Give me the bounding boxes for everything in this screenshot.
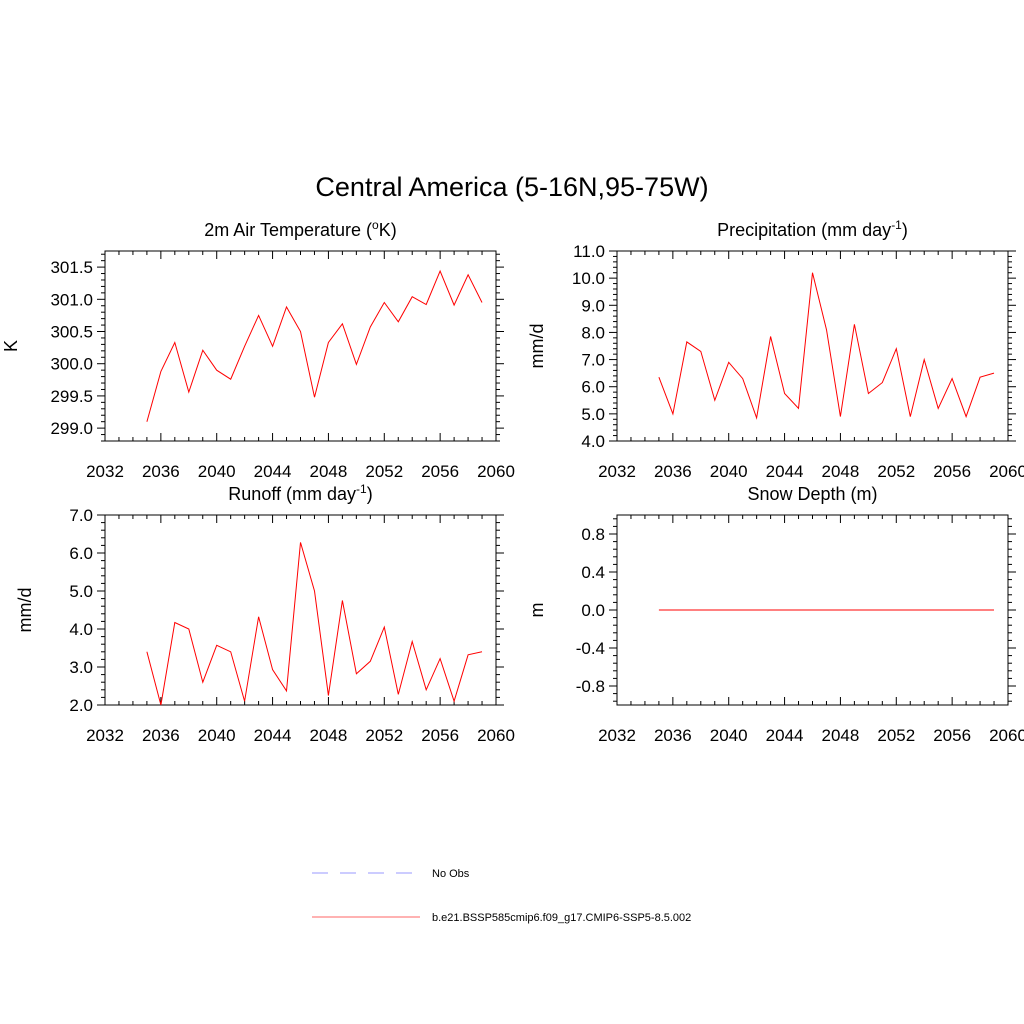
runoff-series-line-0: [146, 542, 483, 706]
precipitation-plot-frame: [616, 250, 1009, 442]
precipitation-ytick-label-6: 10.0: [572, 269, 605, 288]
air-temperature-xtick-label-2032: 2032: [86, 462, 124, 481]
air-temperature-xtick-label-2044: 2044: [254, 462, 292, 481]
precipitation-title-sup: -1: [891, 218, 902, 232]
precipitation-title-after: ): [902, 220, 908, 240]
precipitation-series-line-0: [658, 272, 995, 420]
snow-depth-ytick-label-0: -0.8: [576, 677, 605, 696]
runoff-xtick-label-2056: 2056: [421, 726, 459, 745]
runoff-title-sup: -1: [356, 482, 367, 496]
air-temperature-xtick-label-2056: 2056: [421, 462, 459, 481]
runoff-title-after: ): [367, 484, 373, 504]
precipitation-xtick-label-2048: 2048: [822, 462, 860, 481]
air-temperature-series-line-0: [146, 269, 483, 422]
air-temperature-title-after: K): [379, 220, 397, 240]
snow-depth-ytick-label-2: 0.0: [581, 601, 605, 620]
precipitation-ytick-label-0: 4.0: [581, 432, 605, 451]
runoff-title-text: Runoff (mm day: [228, 484, 356, 504]
precipitation-ytick-label-1: 5.0: [581, 405, 605, 424]
snow-depth-xtick-label-2032: 2032: [598, 726, 636, 745]
runoff-ytick-label-3: 5.0: [69, 582, 93, 601]
runoff-xtick-label-2044: 2044: [254, 726, 292, 745]
snow-depth-ytick-label-3: 0.4: [581, 563, 605, 582]
air-temperature-ytick-label-5: 301.5: [50, 258, 93, 277]
precipitation-title-text: Precipitation (mm day: [717, 220, 891, 240]
precipitation-xtick-label-2052: 2052: [877, 462, 915, 481]
snow-depth-xtick-label-2048: 2048: [822, 726, 860, 745]
runoff-ytick-label-1: 3.0: [69, 658, 93, 677]
air-temperature-ylabel: K: [1, 340, 21, 352]
air-temperature-ytick-label-4: 301.0: [50, 290, 93, 309]
panel-air-temperature: 2m Air Temperature (oK) 2032 2036 2040 2044 2…: [1, 218, 515, 481]
runoff-xtick-label-2048: 2048: [310, 726, 348, 745]
precipitation-xtick-label-2044: 2044: [766, 462, 804, 481]
air-temperature-title: 2m Air Temperature (oK): [204, 218, 396, 240]
panel-snow-depth: Snow Depth (m) 2032 2036 2040 2044 2048 2052 20…: [527, 484, 1024, 745]
snow-depth-title-text: Snow Depth (m): [747, 484, 877, 504]
snow-depth-xtick-label-2060: 2060: [989, 726, 1024, 745]
snow-depth-xtick-label-2056: 2056: [933, 726, 971, 745]
precipitation-ytick-label-5: 9.0: [581, 296, 605, 315]
runoff-xtick-label-2040: 2040: [198, 726, 236, 745]
air-temperature-xtick-label-2040: 2040: [198, 462, 236, 481]
runoff-xtick-label-2032: 2032: [86, 726, 124, 745]
snow-depth-xtick-label-2040: 2040: [710, 726, 748, 745]
snow-depth-ylabel: m: [527, 603, 547, 618]
precipitation-xtick-label-2056: 2056: [933, 462, 971, 481]
runoff-ytick-label-4: 6.0: [69, 544, 93, 563]
precipitation-ytick-label-2: 6.0: [581, 378, 605, 397]
snow-depth-ytick-label-4: 0.8: [581, 525, 605, 544]
runoff-ytick-label-0: 2.0: [69, 696, 93, 715]
air-temperature-title-sup: o: [372, 218, 379, 232]
air-temperature-ytick-label-0: 299.0: [50, 419, 93, 438]
air-temperature-ytick-label-3: 300.5: [50, 323, 93, 342]
snow-depth-ytick-label-1: -0.4: [576, 639, 605, 658]
precipitation-xtick-label-2060: 2060: [989, 462, 1024, 481]
runoff-ytick-label-2: 4.0: [69, 620, 93, 639]
runoff-xtick-label-2052: 2052: [365, 726, 403, 745]
snow-depth-title: Snow Depth (m): [747, 484, 877, 504]
air-temperature-ytick-label-2: 300.0: [50, 355, 93, 374]
legend-label-no-obs: No Obs: [432, 868, 470, 880]
figure-title: Central America (5-16N,95-75W): [315, 172, 708, 202]
legend: No Obs b.e21.BSSP585cmip6.f09_g17.CMIP6-…: [312, 868, 691, 924]
precipitation-ylabel: mm/d: [527, 324, 547, 369]
precipitation-ytick-label-4: 8.0: [581, 323, 605, 342]
air-temperature-xtick-label-2036: 2036: [142, 462, 180, 481]
air-temperature-title-text: 2m Air Temperature (: [204, 220, 372, 240]
runoff-ytick-label-5: 7.0: [69, 506, 93, 525]
legend-label-model: b.e21.BSSP585cmip6.f09_g17.CMIP6-SSP5-8.…: [432, 912, 691, 924]
panel-runoff: Runoff (mm day-1) 2032 2036 2040 2044 2048 205…: [15, 482, 515, 745]
snow-depth-xtick-label-2052: 2052: [877, 726, 915, 745]
precipitation-xtick-label-2040: 2040: [710, 462, 748, 481]
air-temperature-xtick-label-2048: 2048: [310, 462, 348, 481]
air-temperature-ytick-label-1: 299.5: [50, 387, 93, 406]
precipitation-title: Precipitation (mm day-1): [717, 218, 908, 240]
snow-depth-xtick-label-2044: 2044: [766, 726, 804, 745]
runoff-title: Runoff (mm day-1): [228, 482, 372, 504]
precipitation-xtick-label-2032: 2032: [598, 462, 636, 481]
runoff-xtick-label-2060: 2060: [477, 726, 515, 745]
air-temperature-xtick-label-2060: 2060: [477, 462, 515, 481]
precipitation-xtick-label-2036: 2036: [654, 462, 692, 481]
air-temperature-plot-frame: [104, 250, 497, 442]
snow-depth-xtick-label-2036: 2036: [654, 726, 692, 745]
precipitation-ytick-label-7: 11.0: [573, 242, 605, 261]
panel-precipitation: Precipitation (mm day-1) 2032 2036 2040 2044…: [527, 218, 1024, 481]
air-temperature-xtick-label-2052: 2052: [365, 462, 403, 481]
runoff-xtick-label-2036: 2036: [142, 726, 180, 745]
precipitation-ytick-label-3: 7.0: [581, 351, 605, 370]
runoff-ylabel: mm/d: [15, 588, 35, 633]
